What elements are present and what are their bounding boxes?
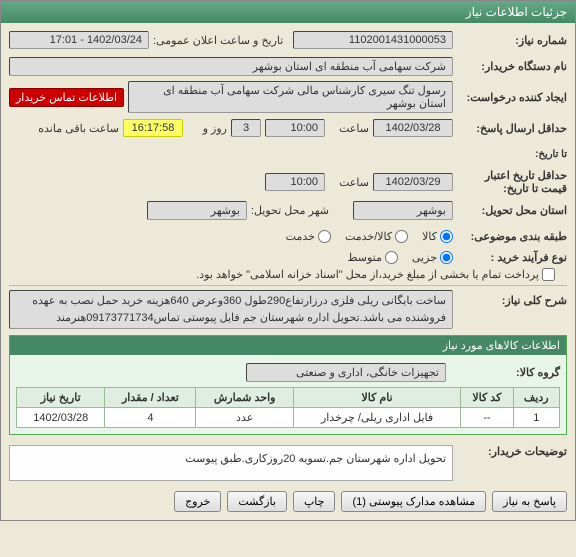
radio-minor[interactable]: جزیی	[412, 251, 453, 264]
deadline-time: 10:00	[265, 119, 325, 137]
radio-goods-service[interactable]: کالا/خدمت	[345, 230, 408, 243]
items-header: اطلاعات کالاهای مورد نیاز	[10, 336, 566, 355]
items-table: ردیف کد کالا نام کالا واحد شمارش تعداد /…	[16, 387, 560, 428]
respond-button[interactable]: پاسخ به نیاز	[492, 491, 567, 512]
col-name: نام کالا	[293, 388, 460, 408]
radio-minor-label: جزیی	[412, 251, 437, 264]
radio-goods[interactable]: کالا	[422, 230, 453, 243]
deadline-label: حداقل ارسال پاسخ:	[457, 122, 567, 135]
remain-label: ساعت باقی مانده	[38, 122, 119, 135]
back-button[interactable]: بازگشت	[227, 491, 287, 512]
radio-medium-label: متوسط	[347, 251, 382, 264]
creator-label: ایجاد کننده درخواست:	[457, 91, 567, 104]
announce-dt-value: 1402/03/24 - 17:01	[9, 31, 149, 49]
col-row: ردیف	[513, 388, 559, 408]
desc-label: شرح کلی نیاز:	[457, 290, 567, 307]
hour-label-1: ساعت	[329, 122, 369, 135]
desc-value: ساخت بایگانی ریلی فلزی درزارتفاع290طول 3…	[9, 290, 453, 329]
to-date-label: تا تاریخ:	[457, 149, 567, 160]
exec-city-label: استان محل تحویل:	[457, 204, 567, 217]
items-panel: اطلاعات کالاهای مورد نیاز گروه کالا: تجه…	[9, 335, 567, 435]
payment-note-text: پرداخت تمام یا بخشی از مبلغ خرید،از محل …	[196, 268, 539, 281]
goods-group-label: گروه کالا:	[450, 366, 560, 379]
table-row[interactable]: 1 -- فایل اداری ریلی/ چرخدار عدد 4 1402/…	[17, 408, 560, 428]
buyer-note-label: توضیحات خریدار:	[457, 441, 567, 458]
buyer-org-value: شرکت سهامی آب منطقه ای استان بوشهر	[9, 57, 453, 76]
deliv-city-label: شهر محل تحویل:	[251, 204, 329, 217]
col-code: کد کالا	[461, 388, 513, 408]
group-label: طبقه بندی موضوعی:	[457, 230, 567, 243]
day-label: روز و	[187, 122, 227, 135]
valid-date: 1402/03/29	[373, 173, 453, 191]
contact-link[interactable]: اطلاعات تماس خریدار	[9, 88, 124, 107]
radio-medium[interactable]: متوسط	[347, 251, 398, 264]
window-titlebar: جزئیات اطلاعات نیاز	[1, 1, 575, 23]
valid-time: 10:00	[265, 173, 325, 191]
col-unit: واحد شمارش	[196, 388, 294, 408]
cell-date: 1402/03/28	[17, 408, 105, 428]
view-attach-button[interactable]: مشاهده مدارک پیوستی (1)	[341, 491, 486, 512]
cell-name: فایل اداری ریلی/ چرخدار	[293, 408, 460, 428]
radio-service[interactable]: خدمت	[286, 230, 331, 243]
deadline-date: 1402/03/28	[373, 119, 453, 137]
col-date: تاریخ نیاز	[17, 388, 105, 408]
group-radios: کالا کالا/خدمت خدمت	[286, 230, 453, 243]
payment-check[interactable]: پرداخت تمام یا بخشی از مبلغ خرید،از محل …	[196, 268, 555, 281]
valid-label: حداقل تاریخ اعتبار قیمت تا تاریخ:	[457, 169, 567, 195]
announce-dt-label: تاریخ و ساعت اعلان عمومی:	[153, 34, 283, 47]
goods-group-value: تجهیزات خانگی، اداری و صنعتی	[246, 363, 446, 382]
table-header-row: ردیف کد کالا نام کالا واحد شمارش تعداد /…	[17, 388, 560, 408]
time-left: 16:17:58	[123, 119, 183, 137]
exec-city-value: بوشهر	[353, 201, 453, 220]
proc-label: نوع فرآیند خرید :	[457, 251, 567, 264]
need-no-label: شماره نیاز:	[457, 34, 567, 47]
radio-goods-label: کالا	[422, 230, 437, 243]
radio-service-label: خدمت	[286, 230, 315, 243]
radio-goods-service-label: کالا/خدمت	[345, 230, 392, 243]
need-no-value: 1102001431000053	[293, 31, 453, 49]
cell-idx: 1	[513, 408, 559, 428]
creator-value: رسول تنگ سیری کارشناس مالی شرکت سهامی آب…	[128, 81, 453, 113]
cell-qty: 4	[105, 408, 196, 428]
print-button[interactable]: چاپ	[293, 491, 336, 512]
days-left: 3	[231, 119, 261, 137]
cell-code: --	[461, 408, 513, 428]
cell-unit: عدد	[196, 408, 294, 428]
proc-radios: جزیی متوسط	[347, 251, 453, 264]
buyer-note-value: تحویل اداره شهرستان جم.تسویه 20روزکاری.ط…	[9, 445, 453, 481]
exit-button[interactable]: خروج	[174, 491, 221, 512]
buyer-org-label: نام دستگاه خریدار:	[457, 60, 567, 73]
hour-label-2: ساعت	[329, 176, 369, 189]
deliv-city-value: بوشهر	[147, 201, 247, 220]
col-qty: تعداد / مقدار	[105, 388, 196, 408]
